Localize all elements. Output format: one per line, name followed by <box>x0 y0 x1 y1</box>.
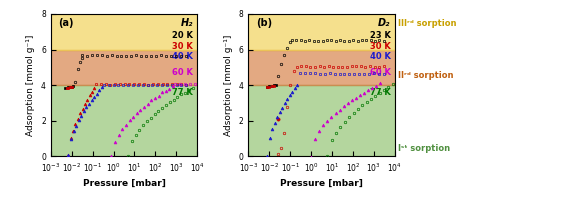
X-axis label: Pressure [mbar]: Pressure [mbar] <box>82 179 165 188</box>
Y-axis label: Adsorption [mmol g⁻¹]: Adsorption [mmol g⁻¹] <box>27 34 36 136</box>
Text: 30 K: 30 K <box>172 42 193 51</box>
Text: (b): (b) <box>255 18 272 28</box>
Text: H₂: H₂ <box>180 18 193 28</box>
X-axis label: Pressure [mbar]: Pressure [mbar] <box>280 179 363 188</box>
Text: IIʳᵈ sorption: IIʳᵈ sorption <box>398 71 453 80</box>
Bar <box>51 14 197 50</box>
Text: 30 K: 30 K <box>369 42 390 51</box>
Text: 40 K: 40 K <box>172 52 193 61</box>
Bar <box>51 50 197 85</box>
Text: 20 K: 20 K <box>172 31 193 40</box>
Text: 77 K: 77 K <box>369 88 390 97</box>
Text: (a): (a) <box>58 18 73 28</box>
Bar <box>51 85 197 156</box>
Text: 60 K: 60 K <box>172 68 193 77</box>
Text: 23 K: 23 K <box>369 31 390 40</box>
Bar <box>248 50 395 85</box>
Y-axis label: Adsorption [mmol g⁻¹]: Adsorption [mmol g⁻¹] <box>224 34 233 136</box>
Bar <box>248 85 395 156</box>
Text: 60 K: 60 K <box>369 68 390 77</box>
Text: D₂: D₂ <box>378 18 390 28</box>
Text: Iˢᵗ sorption: Iˢᵗ sorption <box>398 144 450 153</box>
Text: 77 K: 77 K <box>172 88 193 97</box>
Bar <box>248 14 395 50</box>
Text: IIIʳᵈ sorption: IIIʳᵈ sorption <box>398 19 456 28</box>
Text: 40 K: 40 K <box>369 52 390 61</box>
